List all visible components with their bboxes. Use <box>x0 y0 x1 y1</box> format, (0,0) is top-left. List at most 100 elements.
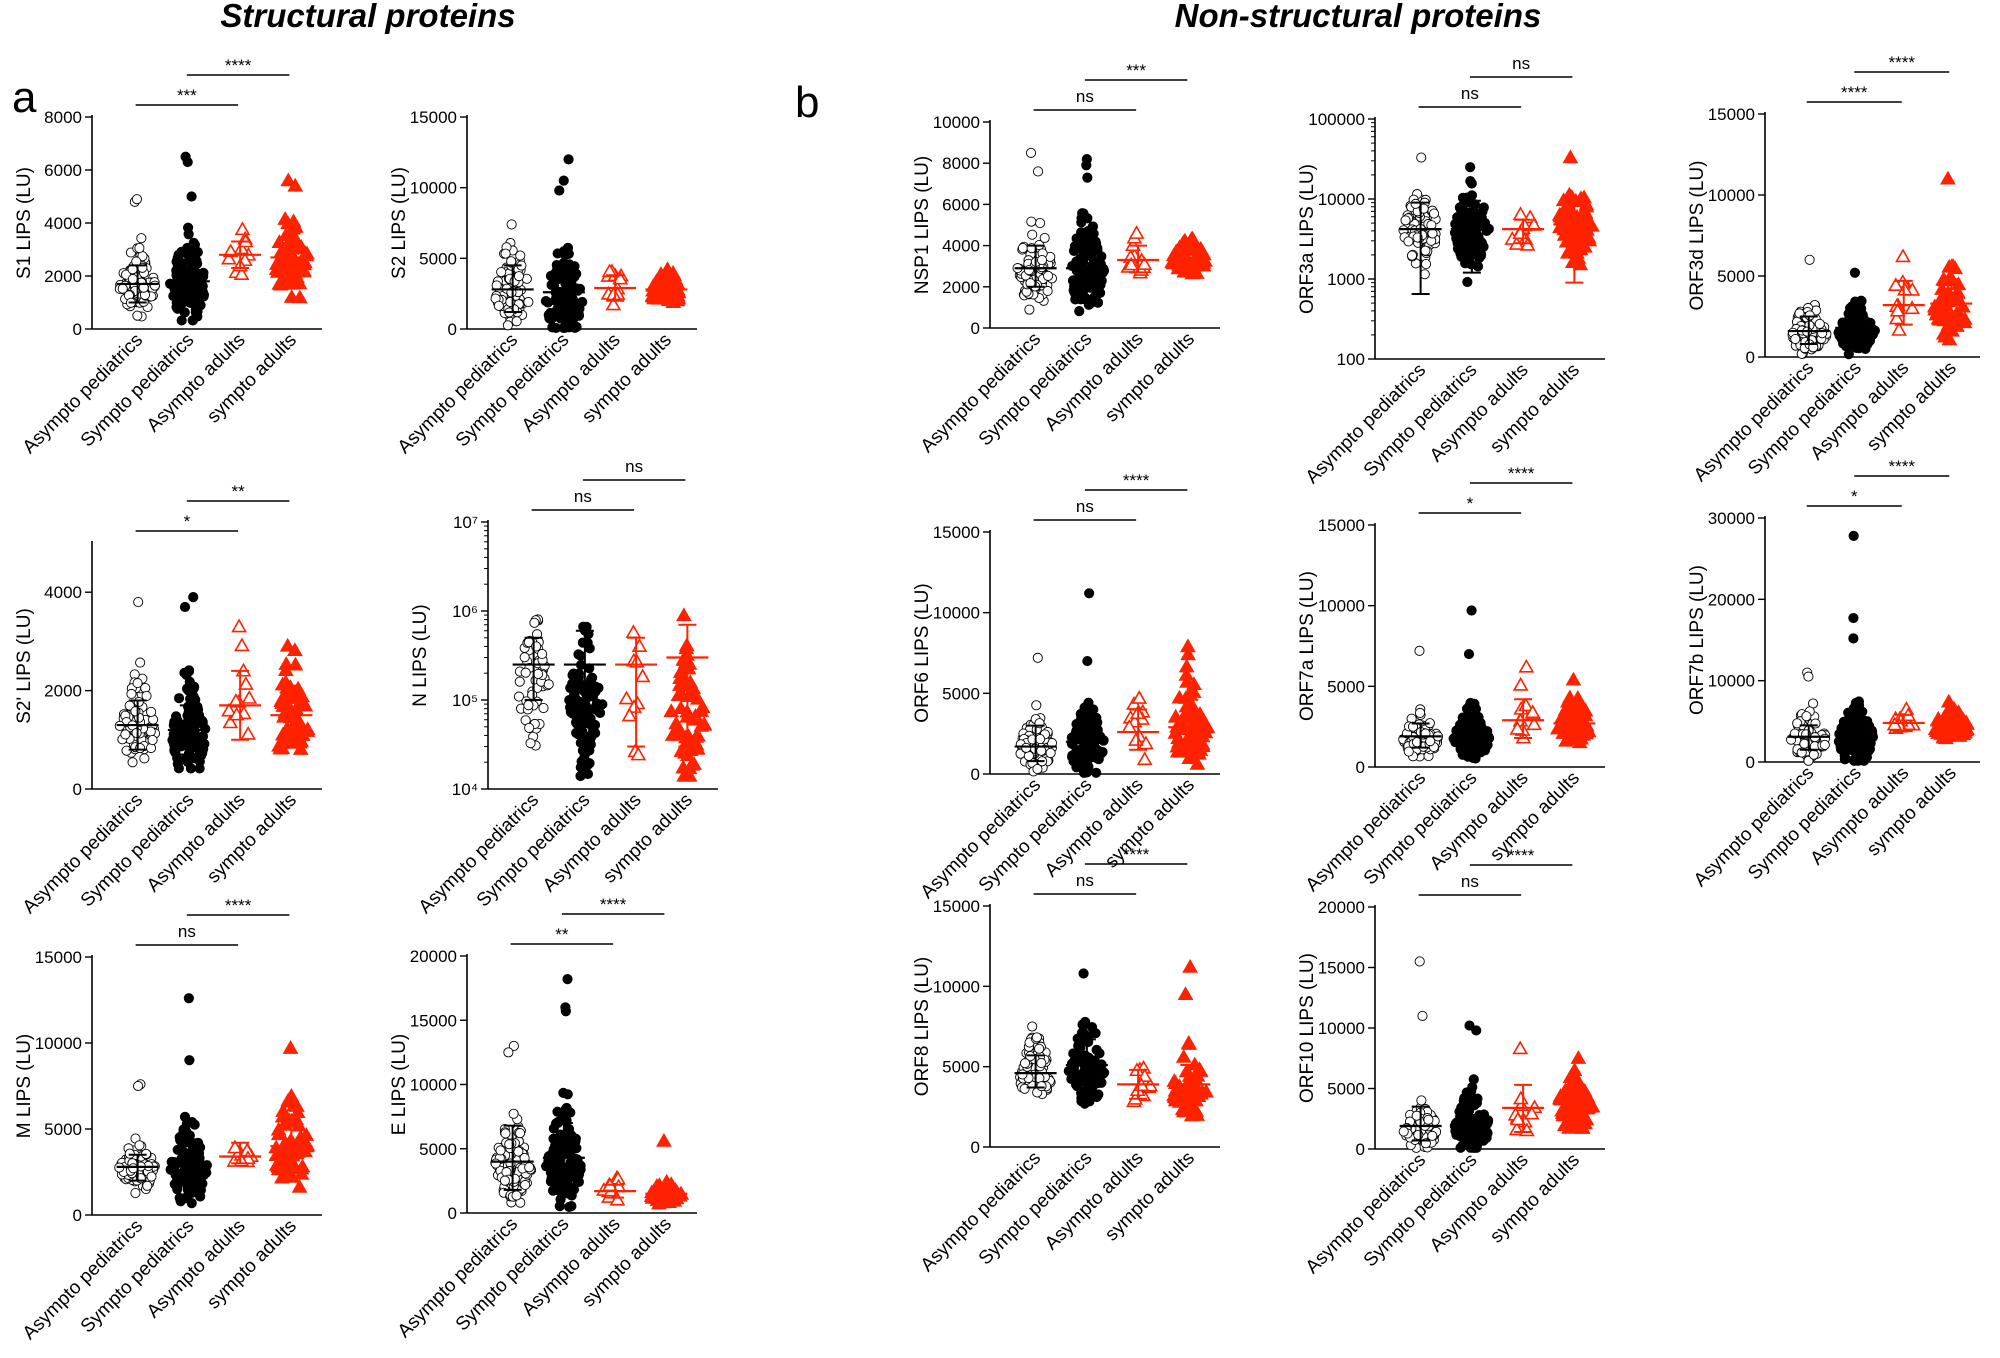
significance-label: ns <box>574 487 592 506</box>
data-point <box>1804 254 1815 265</box>
data-point <box>1467 1082 1478 1093</box>
data-point <box>1076 1093 1087 1104</box>
data-point <box>1032 652 1043 663</box>
data-point <box>149 280 160 291</box>
data-point <box>1091 1091 1102 1103</box>
data-point <box>1940 693 1957 708</box>
data-point <box>1026 216 1037 227</box>
y-axis-title: ORF8 LIPS (LU) <box>912 957 933 1096</box>
y-axis-title: S1 LIPS (LU) <box>14 167 35 279</box>
y-tick-label: 4000 <box>44 583 82 602</box>
y-tick-label: 0 <box>448 320 457 339</box>
data-point <box>1476 723 1488 734</box>
significance-label: ns <box>1461 872 1479 891</box>
data-point <box>1414 956 1425 967</box>
data-point <box>1853 696 1864 707</box>
data-point <box>573 649 584 660</box>
data-point <box>537 648 548 660</box>
data-point <box>1477 734 1488 745</box>
data-point <box>280 1093 297 1108</box>
y-tick-label: 5000 <box>44 1120 82 1139</box>
data-point <box>1019 1058 1031 1069</box>
data-point <box>1512 206 1529 221</box>
data-point <box>1034 1043 1045 1054</box>
y-axis-title: ORF10 LIPS (LU) <box>1297 953 1318 1103</box>
y-tick-label: 0 <box>73 320 82 339</box>
data-point <box>524 1162 535 1173</box>
data-point <box>1466 605 1477 616</box>
data-point <box>282 1114 298 1128</box>
data-point <box>139 753 150 764</box>
data-point <box>656 1132 672 1147</box>
data-point <box>630 746 647 761</box>
data-point <box>1427 1130 1438 1141</box>
data-point <box>233 266 250 281</box>
data-point <box>294 688 310 703</box>
y-axis-title: NSP1 LIPS (LU) <box>912 156 933 294</box>
data-point <box>1454 202 1465 213</box>
data-point <box>562 974 573 985</box>
data-point <box>1474 1127 1485 1139</box>
data-point <box>178 1124 189 1135</box>
data-point <box>1849 267 1861 278</box>
y-tick-label: 5000 <box>1717 267 1755 286</box>
data-point <box>548 1161 559 1172</box>
data-point <box>559 322 570 334</box>
y-tick-label: 10000 <box>35 1034 82 1053</box>
data-point <box>1080 1077 1091 1088</box>
y-tick-label: 0 <box>971 1138 980 1157</box>
data-point <box>197 716 208 727</box>
data-point <box>1093 731 1104 743</box>
y-tick-label: 10000 <box>1708 672 1755 691</box>
data-point <box>179 601 191 613</box>
data-point <box>1086 268 1097 279</box>
data-point <box>131 727 142 739</box>
data-point <box>274 1169 290 1184</box>
significance-label: **** <box>1889 457 1916 476</box>
data-point <box>677 675 694 690</box>
data-point <box>1072 1052 1083 1063</box>
data-point <box>1465 1125 1476 1136</box>
data-point <box>1429 208 1440 219</box>
data-point <box>1081 767 1092 778</box>
y-tick-label: 5000 <box>1327 1080 1365 1099</box>
data-point <box>1092 297 1104 308</box>
data-point <box>605 296 622 311</box>
data-point <box>1856 296 1867 307</box>
data-point <box>565 304 577 316</box>
data-point <box>681 655 698 670</box>
data-point <box>508 1108 519 1119</box>
y-axis-title: S2 LIPS (LU) <box>389 167 410 279</box>
data-point <box>1473 218 1484 229</box>
data-point <box>1904 300 1920 315</box>
data-point <box>182 156 193 168</box>
data-point <box>1562 149 1579 164</box>
significance-label: **** <box>225 896 252 915</box>
data-point <box>659 261 676 276</box>
data-point <box>621 707 638 722</box>
data-point <box>1467 752 1478 763</box>
data-point <box>499 1175 510 1186</box>
data-point <box>1518 658 1535 673</box>
data-point <box>1024 304 1035 315</box>
data-point <box>573 681 584 692</box>
data-point <box>193 1148 205 1159</box>
y-tick-label: 15000 <box>35 948 82 967</box>
significance-label: *** <box>177 86 197 105</box>
data-point <box>240 725 257 740</box>
data-point <box>197 747 208 759</box>
y-tick-label: 10000 <box>1708 186 1755 205</box>
data-point <box>565 1162 576 1174</box>
y-tick-label: 10000 <box>1318 597 1365 616</box>
data-point <box>279 698 295 713</box>
data-point <box>291 1178 308 1193</box>
data-point <box>508 1040 519 1051</box>
category-label: sympto adults <box>203 330 301 428</box>
data-point <box>1039 232 1050 244</box>
significance-label: * <box>1851 487 1858 506</box>
data-point <box>1512 676 1529 691</box>
data-point <box>1403 236 1414 247</box>
data-point <box>1814 318 1825 329</box>
y-tick-label: 20000 <box>1318 898 1365 917</box>
